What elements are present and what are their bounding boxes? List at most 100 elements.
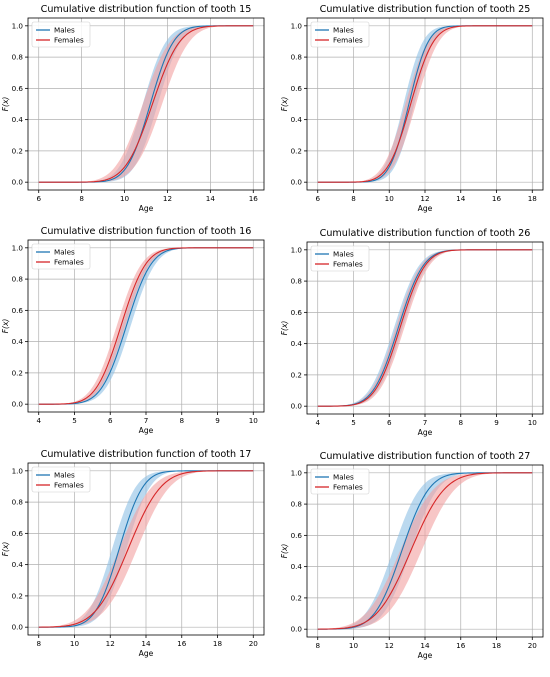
legend-label-females: Females [54,258,84,267]
x-tick-label: 8 [179,416,184,425]
x-tick-label: 7 [423,418,428,427]
chart-title: Cumulative distribution function of toot… [320,228,531,239]
legend-box [31,21,91,48]
y-tick-label: 0.8 [291,53,303,62]
y-tick-label: 0.4 [12,337,24,346]
chart-title: Cumulative distribution function of toot… [41,4,252,15]
y-tick-label: 0.6 [291,308,303,317]
series-band-females [38,470,254,628]
x-tick-label: 8 [36,639,41,648]
y-tick-label: 0.6 [291,531,303,540]
y-tick-label: 0.0 [12,400,24,409]
x-tick-label: 10 [249,416,259,425]
series-line-females [38,25,254,183]
y-axis-label: F(x) [280,97,289,112]
y-tick-label: 0.4 [291,562,303,571]
x-tick-label: 7 [144,416,149,425]
y-tick-label: 0.4 [291,339,303,348]
y-tick-label: 0.8 [12,275,24,284]
y-tick-label: 0.2 [12,591,23,600]
x-tick-label: 5 [72,416,77,425]
x-axis-label: Age [418,428,433,437]
chart-panel-5: 8 10 12 14 16 18 20 0.0 0.2 0.4 0.6 0.8 1.0 Cumulativ… [1,449,265,658]
x-tick-label: 10 [349,641,359,650]
plot-frame [27,17,265,191]
y-tick-label: 0.4 [12,115,24,124]
chart-title: Cumulative distribution function of toot… [41,226,252,237]
x-tick-label: 16 [177,639,187,648]
x-tick-label: 16 [456,641,466,650]
y-tick-label: 0.0 [291,178,303,187]
y-tick-label: 0.6 [291,84,303,93]
y-tick-label: 1.0 [12,466,24,475]
legend-box [31,466,91,493]
x-tick-label: 8 [351,194,356,203]
x-tick-label: 16 [492,194,502,203]
legend-box [310,21,370,48]
x-tick-label: 10 [70,639,80,648]
x-tick-label: 4 [315,418,320,427]
y-tick-label: 0.6 [12,84,24,93]
x-tick-label: 6 [108,416,113,425]
x-tick-label: 18 [213,639,223,648]
chart-title: Cumulative distribution function of toot… [320,451,531,462]
y-axis-label: F(x) [1,97,10,112]
x-tick-label: 20 [249,639,259,648]
chart-panel-4: 4 5 6 7 8 9 10 0.0 0.2 0.4 0.6 0.8 1.0 Cumulative dis… [280,228,544,437]
x-tick-label: 10 [385,194,395,203]
x-tick-label: 4 [36,416,41,425]
x-tick-label: 6 [36,194,41,203]
legend-box [310,245,370,272]
x-tick-label: 18 [492,641,502,650]
x-tick-label: 9 [215,416,220,425]
x-tick-label: 12 [163,194,172,203]
series-line-females [317,472,533,630]
y-tick-label: 0.8 [12,53,24,62]
x-tick-label: 10 [120,194,130,203]
chart-panel-1: 6 8 10 12 14 16 0.0 0.2 0.4 0.6 0.8 1.0 Cumulative d… [1,4,265,213]
y-axis-label: F(x) [280,321,289,336]
y-axis-label: F(x) [1,319,10,334]
y-tick-label: 0.8 [291,500,303,509]
y-axis-label: F(x) [1,542,10,557]
x-tick-label: 6 [315,194,320,203]
x-tick-label: 14 [141,639,151,648]
legend-label-males: Males [333,473,354,482]
legend-label-males: Males [333,26,354,35]
x-tick-label: 20 [528,641,538,650]
chart-title: Cumulative distribution function of toot… [41,449,252,460]
y-tick-label: 0.4 [291,115,303,124]
series-band-males [38,247,254,405]
x-tick-label: 14 [206,194,216,203]
y-tick-label: 0.2 [291,593,302,602]
x-axis-label: Age [139,426,154,435]
y-tick-label: 0.0 [291,402,303,411]
y-tick-label: 0.0 [12,623,24,632]
y-tick-label: 0.2 [12,368,23,377]
y-tick-label: 0.6 [12,306,24,315]
legend-box [310,468,370,495]
x-tick-label: 12 [420,194,429,203]
series-band-females [317,25,533,183]
x-tick-label: 12 [385,641,394,650]
x-axis-label: Age [139,649,154,658]
y-tick-label: 1.0 [291,21,303,30]
chart-panel-3: 4 5 6 7 8 9 10 0.0 0.2 0.4 0.6 0.8 1.0 Cumulative dis… [1,226,265,435]
y-tick-label: 0.8 [291,277,303,286]
series-band-females [38,25,254,183]
chart-title: Cumulative distribution function of toot… [320,4,531,15]
legend-label-males: Males [54,248,75,257]
series-line-females [38,470,254,628]
x-tick-label: 9 [494,418,499,427]
x-tick-label: 8 [79,194,84,203]
y-tick-label: 0.4 [12,560,24,569]
legend-label-females: Females [54,36,84,45]
y-tick-label: 0.2 [291,370,302,379]
legend-label-females: Females [333,36,363,45]
y-tick-label: 1.0 [12,21,24,30]
x-tick-label: 16 [249,194,259,203]
legend-label-males: Males [333,250,354,259]
legend-label-males: Males [54,26,75,35]
